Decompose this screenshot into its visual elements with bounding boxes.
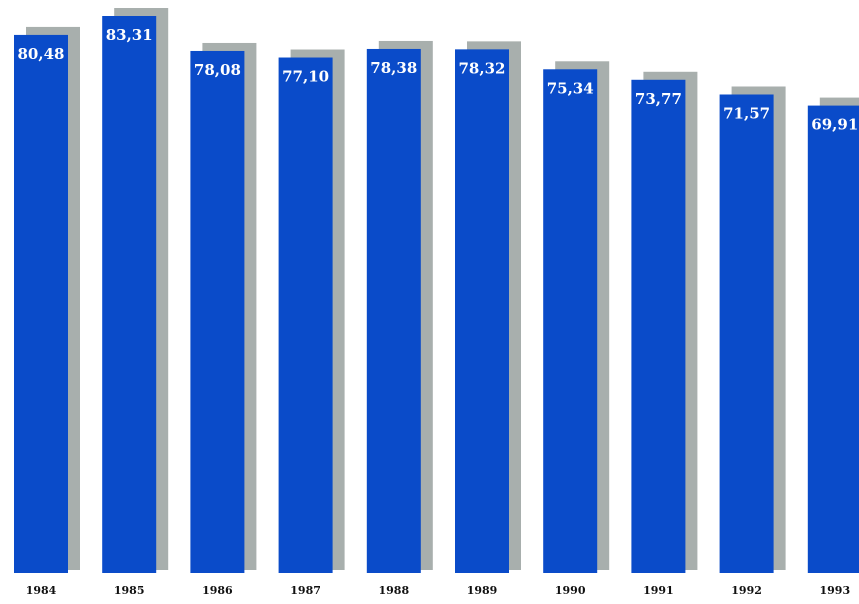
bar-1991 — [631, 79, 686, 574]
value-label-1986: 78,08 — [194, 61, 241, 79]
x-tick-1990: 1990 — [555, 584, 586, 597]
value-labels: 80,48 83,31 78,08 77,10 78,38 78,32 75,34 73,77… — [18, 26, 859, 134]
value-label-1984: 80,48 — [18, 45, 65, 63]
value-label-1992: 71,57 — [723, 104, 770, 122]
x-tick-labels: 1984 1985 1986 1987 1988 1989 1990 1991 1992 1993 — [26, 584, 850, 597]
x-tick-1992: 1992 — [731, 584, 762, 597]
bars — [14, 16, 859, 574]
bar-1990 — [543, 69, 598, 573]
bar-1989 — [455, 49, 509, 574]
value-label-1987: 77,10 — [282, 68, 329, 86]
value-label-1993: 69,91 — [811, 116, 858, 134]
value-label-1990: 75,34 — [547, 79, 594, 97]
x-tick-1985: 1985 — [114, 584, 145, 597]
value-label-1991: 73,77 — [635, 90, 682, 108]
x-tick-1986: 1986 — [202, 584, 233, 597]
x-tick-1988: 1988 — [378, 584, 409, 597]
bar-1987 — [278, 57, 333, 573]
x-tick-1984: 1984 — [26, 584, 57, 597]
value-label-1989: 78,32 — [459, 59, 506, 77]
x-tick-1991: 1991 — [643, 584, 674, 597]
bar-1993 — [807, 105, 859, 573]
value-label-1988: 78,38 — [370, 59, 417, 77]
bar-1984 — [14, 34, 68, 573]
bar-1992 — [719, 94, 774, 574]
bar-1985 — [102, 16, 157, 573]
x-tick-1993: 1993 — [819, 584, 850, 597]
bar-1988 — [366, 48, 421, 573]
bar-1986 — [190, 50, 245, 574]
x-tick-1989: 1989 — [467, 584, 498, 597]
x-tick-1987: 1987 — [290, 584, 321, 597]
value-label-1985: 83,31 — [106, 26, 153, 44]
